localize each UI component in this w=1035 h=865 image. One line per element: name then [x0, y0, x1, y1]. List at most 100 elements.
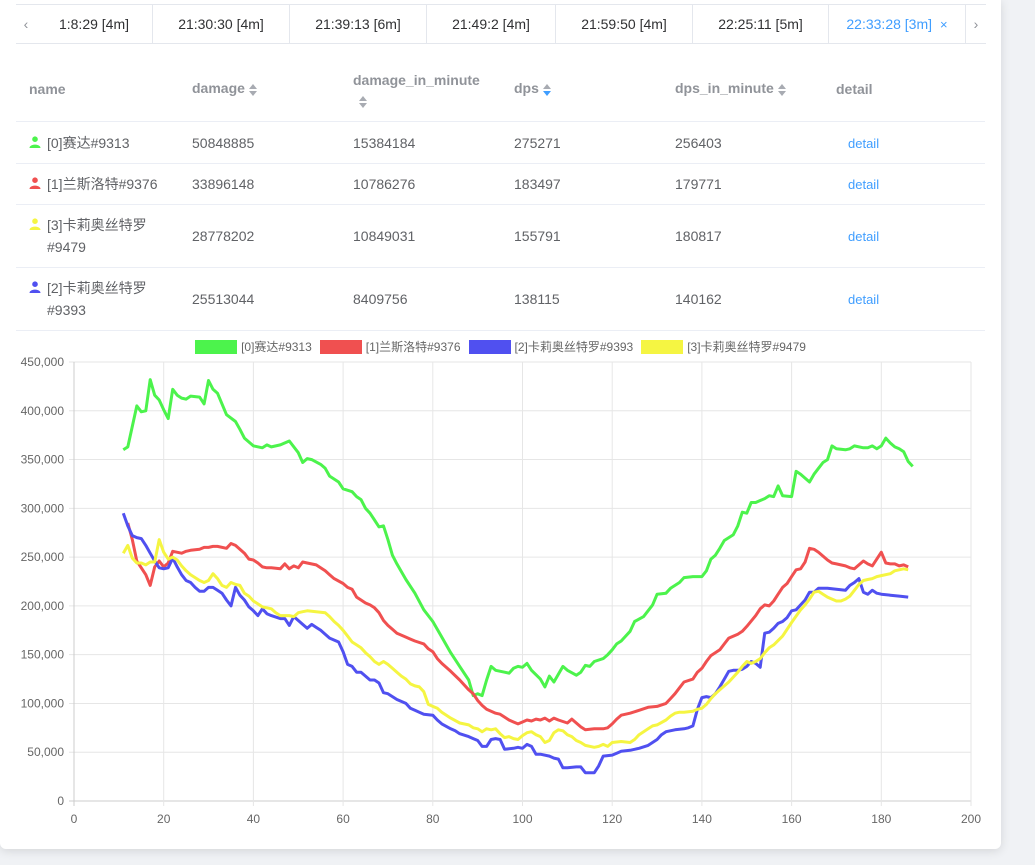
- dps-line-chart: 0 50,000 100,000 150,000 200,000 250,000 300,0…: [21, 355, 982, 826]
- x-tick-label: 200: [961, 812, 981, 826]
- detail-link[interactable]: detail: [848, 292, 880, 307]
- legend-label: [3]卡莉奥丝特罗#9479: [687, 340, 806, 354]
- tab-5[interactable]: 21:59:50 [4m]: [556, 5, 693, 43]
- damage-in-minute-value: 15384184: [353, 134, 416, 151]
- player-name-cell: [3]卡莉奥丝特罗 #9479: [16, 214, 179, 258]
- detail-cell: detail: [823, 291, 985, 307]
- x-tick-label: 140: [692, 812, 712, 826]
- tab-2[interactable]: 21:30:30 [4m]: [153, 5, 290, 43]
- detail-link[interactable]: detail: [848, 177, 880, 192]
- chevron-right-icon: ›: [973, 16, 979, 32]
- x-tick-label: 160: [782, 812, 802, 826]
- legend-item[interactable]: [1]兰斯洛特#9376: [319, 338, 461, 355]
- y-tick-label: 400,000: [21, 404, 65, 418]
- player-name: [2]卡莉奥丝特罗 #9393: [47, 280, 147, 318]
- detail-cell: detail: [823, 176, 985, 192]
- damage-in-minute-value: 10849031: [353, 228, 416, 244]
- tab-4[interactable]: 21:49:2 [4m]: [427, 5, 556, 43]
- tab-3[interactable]: 21:39:13 [6m]: [290, 5, 427, 43]
- player-name-cell: [1]兰斯洛特#9376: [16, 173, 179, 195]
- tab-list: 1:8:29 [4m] 21:30:30 [4m] 21:39:13 [6m] …: [36, 5, 966, 43]
- user-icon: [29, 218, 41, 230]
- chevron-left-icon: ‹: [23, 16, 29, 32]
- header-name: name: [29, 80, 66, 97]
- main-card: ‹ 1:8:29 [4m] 21:30:30 [4m] 21:39:13 [6m…: [0, 0, 1001, 849]
- sort-icon[interactable]: [359, 95, 368, 109]
- dps-in-minute-value: 179771: [675, 176, 722, 192]
- tab-next-button[interactable]: ›: [966, 5, 986, 43]
- x-tick-label: 80: [426, 812, 440, 826]
- legend-swatch: [319, 339, 362, 354]
- x-tick-label: 100: [512, 812, 532, 826]
- damage-in-minute-value: 8409756: [353, 291, 408, 307]
- dps-in-minute-value: 180817: [675, 228, 722, 244]
- dps-in-minute-value: 140162: [675, 291, 722, 307]
- series-line-0: [122, 378, 914, 698]
- series-line-3: [122, 538, 909, 749]
- legend-item[interactable]: [2]卡莉奥丝特罗#9393: [468, 338, 634, 355]
- player-name: [3]卡莉奥丝特罗 #9479: [47, 217, 147, 255]
- header-dps[interactable]: dps: [501, 80, 662, 96]
- x-tick-label: 180: [871, 812, 891, 826]
- player-name: [1]兰斯洛特#9376: [47, 176, 158, 192]
- user-icon: [29, 177, 41, 189]
- header-damage[interactable]: damage: [179, 80, 340, 96]
- dps-in-minute-value: 256403: [675, 134, 722, 151]
- legend-swatch: [468, 339, 511, 354]
- x-tick-label: 120: [602, 812, 622, 826]
- y-tick-label: 150,000: [21, 648, 65, 662]
- dps-value: 183497: [514, 176, 561, 192]
- player-name-cell: [2]卡莉奥丝特罗 #9393: [16, 277, 179, 321]
- damage-value: 28778202: [192, 228, 255, 244]
- tab-1[interactable]: 1:8:29 [4m]: [36, 5, 153, 43]
- sort-icon[interactable]: [777, 83, 787, 97]
- y-tick-label: 350,000: [21, 453, 65, 467]
- detail-cell: detail: [823, 228, 985, 244]
- user-icon: [29, 135, 41, 148]
- table-row: [2]卡莉奥丝特罗 #9393 25513044 8409756 138115 1…: [16, 268, 985, 331]
- damage-value: 50848885: [192, 134, 255, 151]
- damage-value: 33896148: [192, 176, 255, 192]
- tab-6[interactable]: 22:25:11 [5m]: [693, 5, 829, 43]
- y-tick-label: 200,000: [21, 599, 65, 613]
- legend-item[interactable]: [0]赛达#9313: [195, 338, 312, 355]
- table-row: [1]兰斯洛特#9376 33896148 10786276 183497 17…: [16, 164, 985, 205]
- table-body: [0]赛达#9313 50848885 15384184 275271 2564…: [16, 122, 985, 331]
- tab-prev-button[interactable]: ‹: [16, 5, 36, 43]
- detail-link[interactable]: detail: [848, 229, 880, 244]
- y-tick-label: 300,000: [21, 501, 65, 515]
- header-detail: detail: [836, 80, 873, 97]
- legend-item[interactable]: [3]卡莉奥丝特罗#9479: [641, 338, 806, 355]
- header-damage-in-minute[interactable]: damage_in_minute: [340, 68, 501, 109]
- user-icon: [29, 281, 41, 293]
- x-tick-label: 40: [247, 812, 261, 826]
- header-dps-in-minute[interactable]: dps_in_minute: [662, 80, 823, 96]
- series-line-1: [126, 522, 909, 732]
- y-tick-label: 250,000: [21, 550, 65, 564]
- y-tick-label: 100,000: [21, 696, 65, 710]
- damage-table: name damage damage_in_minute dps dps_in_…: [16, 56, 985, 331]
- legend-swatch: [195, 339, 238, 354]
- x-tick-label: 60: [336, 812, 350, 826]
- chart-legend: [0]赛达#9313 [1]兰斯洛特#9376 [2]卡莉奥丝特罗#9393 [3]卡…: [0, 338, 1001, 355]
- sort-icon[interactable]: [248, 83, 258, 97]
- sort-desc-icon[interactable]: [542, 83, 552, 97]
- x-tick-label: 20: [157, 812, 171, 826]
- legend-swatch: [641, 339, 684, 354]
- dps-value: 155791: [514, 228, 561, 244]
- legend-label: [0]赛达#9313: [241, 340, 312, 354]
- tab-7-active[interactable]: 22:33:28 [3m] ×: [829, 5, 966, 43]
- table-row: [3]卡莉奥丝特罗 #9479 28778202 10849031 155791 …: [16, 205, 985, 268]
- tab-bar: ‹ 1:8:29 [4m] 21:30:30 [4m] 21:39:13 [6m…: [16, 4, 986, 44]
- player-name: [0]赛达#9313: [47, 134, 130, 151]
- series-line-2: [121, 512, 909, 775]
- y-tick-label: 0: [57, 794, 64, 808]
- legend-label: [2]卡莉奥丝特罗#9393: [514, 340, 634, 354]
- y-tick-label: 450,000: [21, 355, 65, 369]
- close-icon[interactable]: ×: [940, 16, 948, 32]
- legend-label: [1]兰斯洛特#9376: [365, 340, 461, 354]
- x-tick-label: 0: [71, 812, 78, 826]
- damage-in-minute-value: 10786276: [353, 176, 416, 192]
- detail-link[interactable]: detail: [848, 135, 880, 151]
- detail-cell: detail: [823, 135, 985, 151]
